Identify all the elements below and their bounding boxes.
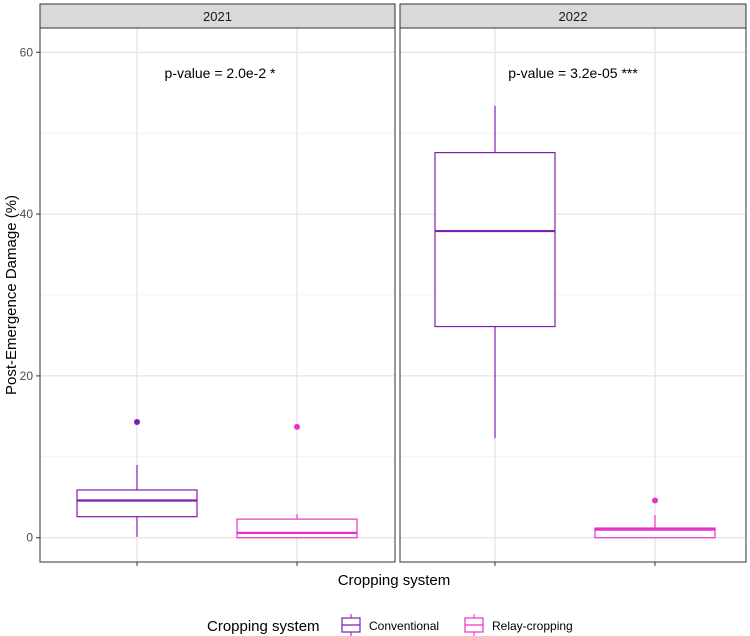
legend-key-relay-cropping — [464, 614, 484, 636]
legend-label-conventional: Conventional — [369, 619, 439, 633]
y-tick-label: 60 — [20, 45, 34, 59]
box-2022-relay-cropping — [594, 497, 716, 539]
y-tick-label: 20 — [20, 369, 34, 383]
strip-2021 — [39, 3, 396, 29]
box-iqr — [594, 527, 716, 539]
y-axis: 0 20 40 60 — [20, 45, 40, 545]
outlier-point — [652, 497, 658, 504]
box-2021-conventional — [76, 419, 198, 537]
box-iqr — [434, 152, 556, 328]
boxes-2021 — [76, 419, 358, 539]
legend-title: Cropping system — [207, 618, 320, 635]
box-2022-conventional — [434, 105, 556, 439]
panel-2021: 2021 p-value = 2.0e-2 * — [39, 3, 396, 563]
legend-key-conventional — [341, 614, 361, 636]
y-axis-title: Post-Emergence Damage (%) — [3, 195, 20, 395]
y-tick-label: 0 — [26, 531, 33, 545]
boxes-2022 — [434, 105, 716, 539]
panel-border-2021 — [39, 27, 396, 563]
panel-2022: 2022 p-value = 3.2e-05 *** — [399, 3, 747, 563]
box-2021-relay-cropping — [236, 423, 358, 539]
outlier-point — [294, 423, 300, 430]
outlier-point — [134, 419, 140, 426]
x-axis-title: Cropping system — [338, 572, 451, 589]
p-value-2021: p-value = 2.0e-2 * — [165, 65, 276, 81]
p-value-2022: p-value = 3.2e-05 *** — [508, 65, 638, 81]
legend: Cropping system Conventional Relay-cropp… — [207, 614, 573, 636]
box-iqr — [236, 518, 358, 539]
x-axis-ticks — [136, 562, 656, 566]
legend-label-relay-cropping: Relay-cropping — [492, 619, 573, 633]
box-iqr — [76, 489, 198, 518]
panel-border-2022 — [399, 27, 747, 563]
strip-label-2022: 2022 — [559, 9, 588, 24]
strip-label-2021: 2021 — [203, 9, 232, 24]
y-tick-label: 40 — [20, 207, 34, 221]
